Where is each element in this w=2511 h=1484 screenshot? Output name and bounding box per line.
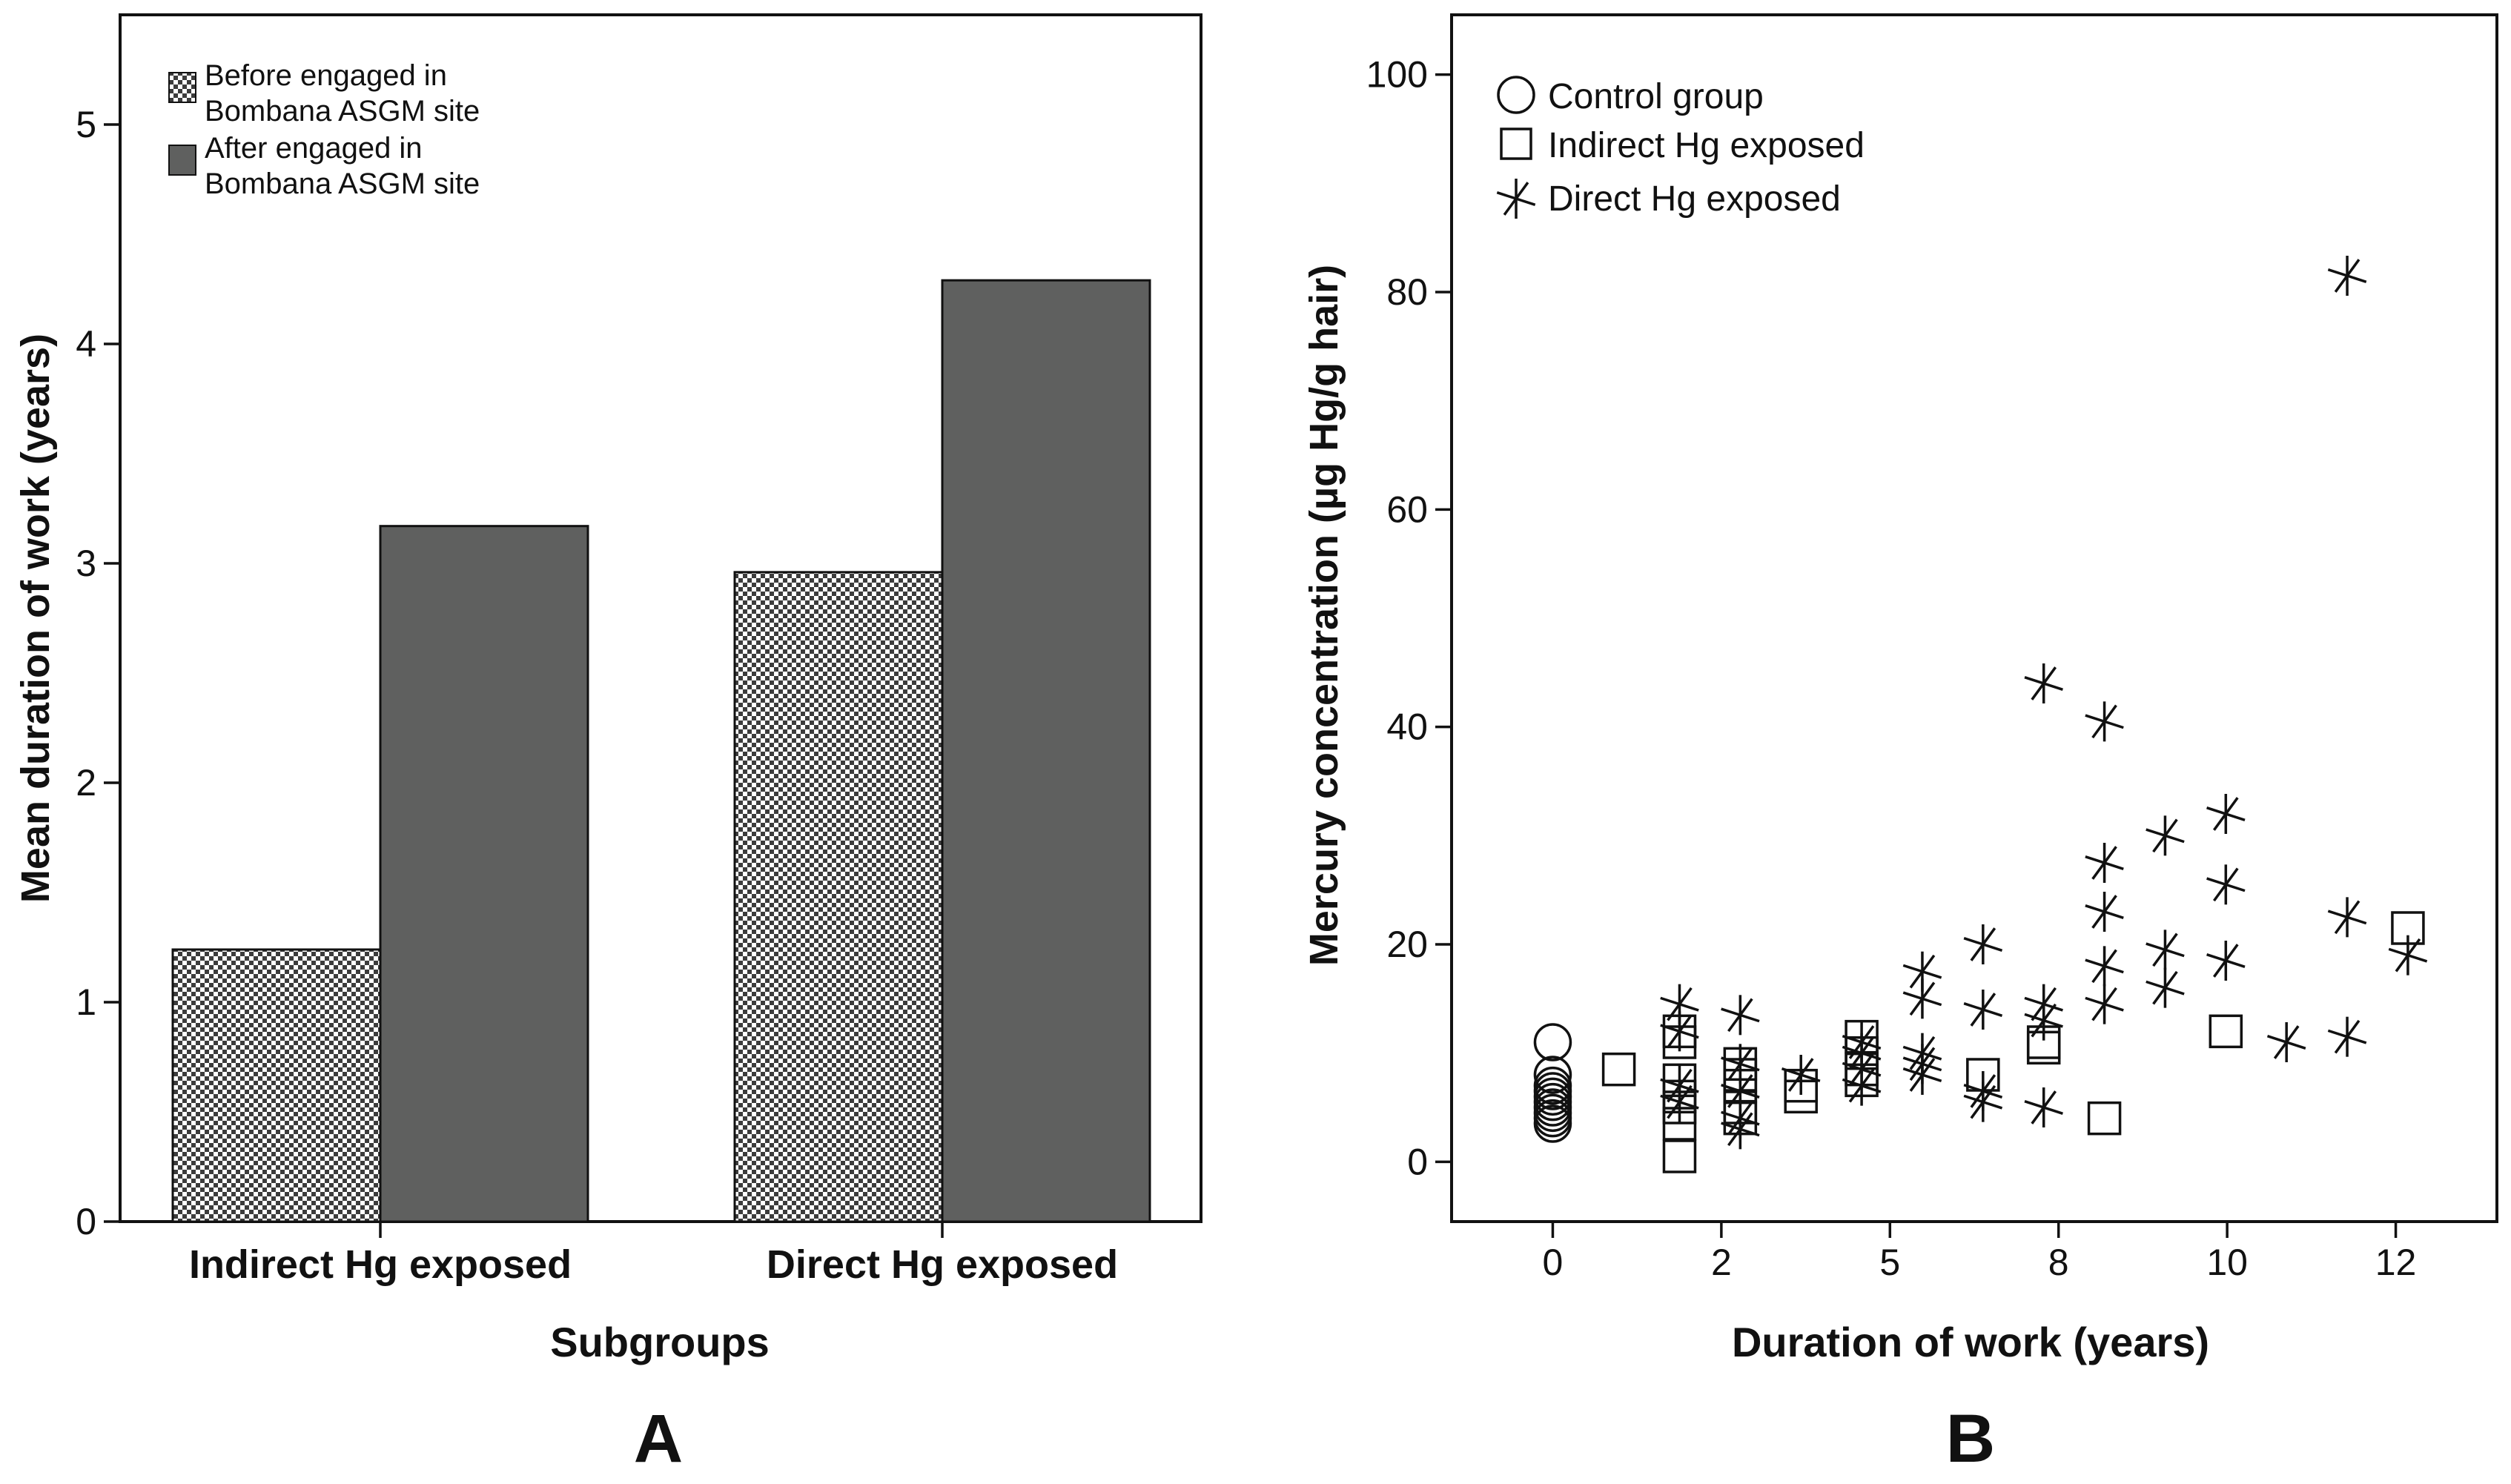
point-direct-hg-exposed bbox=[2146, 967, 2185, 1008]
legend-label-before-line1: Before engaged in bbox=[205, 59, 447, 92]
point-control-group bbox=[1533, 1072, 1572, 1110]
point-indirect-hg-exposed bbox=[1662, 1139, 1697, 1173]
panel-a-y-tick-label: 5 bbox=[76, 104, 96, 145]
point-direct-hg-exposed bbox=[2085, 701, 2124, 742]
panel-b-y-ticks: 0 20 40 60 80 100 bbox=[1366, 54, 1452, 1182]
point-direct-hg-exposed bbox=[2388, 935, 2428, 975]
point-direct-hg-exposed bbox=[2327, 256, 2367, 296]
point-direct-hg-exposed bbox=[1781, 1055, 1821, 1095]
point-indirect-hg-exposed bbox=[1601, 1052, 1636, 1087]
panel-a-bars bbox=[171, 279, 1151, 1223]
panel-b-x-tick-label: 5 bbox=[1879, 1242, 1900, 1283]
point-direct-hg-exposed bbox=[1963, 990, 2003, 1030]
panel-b-points bbox=[1533, 256, 2428, 1173]
panel-a-x-tick-label: Direct Hg exposed bbox=[767, 1242, 1118, 1287]
panel-b-plot-frame bbox=[1450, 13, 2498, 1223]
panel-b-x-axis-label: Duration of work (years) bbox=[1732, 1319, 2209, 1365]
legend-label-indirect: Indirect Hg exposed bbox=[1548, 126, 1865, 165]
point-direct-hg-exposed bbox=[1963, 1081, 2003, 1122]
panel-a-y-tick-label: 0 bbox=[76, 1201, 96, 1242]
panel-a-legend: Before engaged in Bombana ASGM site Afte… bbox=[168, 59, 480, 200]
legend-circle-marker bbox=[1497, 76, 1535, 114]
point-direct-hg-exposed bbox=[2085, 984, 2124, 1024]
panel-b-scatter-chart: 0 20 40 60 80 100 0 2 5 8 10 12 Control group Indi… bbox=[1302, 13, 2498, 1477]
point-indirect-hg-exposed bbox=[2087, 1101, 2122, 1136]
point-control-group bbox=[1533, 1023, 1572, 1061]
panel-b-x-tick-label: 10 bbox=[2206, 1242, 2248, 1283]
bar-indirect-hg-exposed-after bbox=[379, 525, 589, 1223]
panel-a-x-ticks: Indirect Hg exposed Direct Hg exposed bbox=[189, 1222, 1118, 1287]
point-direct-hg-exposed bbox=[2024, 663, 2063, 703]
point-direct-hg-exposed bbox=[2024, 1000, 2063, 1041]
legend-label-control: Control group bbox=[1548, 77, 1764, 116]
point-direct-hg-exposed bbox=[1842, 1065, 1882, 1106]
point-control-group bbox=[1533, 1056, 1572, 1094]
legend-star-marker bbox=[1496, 179, 1536, 219]
point-direct-hg-exposed bbox=[2085, 843, 2124, 883]
legend-label-after-line2: Bombana ASGM site bbox=[205, 168, 480, 200]
panel-b-y-tick-label: 0 bbox=[1407, 1141, 1428, 1182]
panel-a-x-axis-label: Subgroups bbox=[550, 1319, 770, 1365]
point-direct-hg-exposed bbox=[1660, 1081, 1699, 1122]
panel-a-y-tick-label: 1 bbox=[76, 981, 96, 1023]
panel-a-y-axis-label: Mean duration of work (years) bbox=[13, 334, 58, 903]
panel-b-y-tick-label: 60 bbox=[1386, 488, 1428, 530]
panel-a-bar-chart: 0 1 2 3 4 5 Indirect Hg exposed Direct Hg expo… bbox=[13, 13, 1202, 1477]
panel-b-legend: Control group Indirect Hg exposed Direct… bbox=[1496, 76, 1865, 219]
panel-b-y-tick-label: 20 bbox=[1386, 924, 1428, 965]
legend-swatch-after bbox=[168, 145, 196, 176]
point-direct-hg-exposed bbox=[2327, 1016, 2367, 1057]
point-direct-hg-exposed bbox=[2146, 930, 2185, 970]
panel-b-x-tick-label: 8 bbox=[2048, 1242, 2069, 1283]
legend-label-after-line1: After engaged in bbox=[205, 132, 423, 165]
point-direct-hg-exposed bbox=[2085, 892, 2124, 932]
bar-direct-hg-exposed-before bbox=[733, 571, 944, 1223]
bar-direct-hg-exposed-after bbox=[941, 279, 1151, 1223]
panel-a-x-tick-label: Indirect Hg exposed bbox=[189, 1242, 572, 1287]
panel-a-y-ticks: 0 1 2 3 4 5 bbox=[76, 104, 120, 1242]
point-direct-hg-exposed bbox=[1902, 1055, 1942, 1095]
point-direct-hg-exposed bbox=[2085, 946, 2124, 987]
legend-swatch-before bbox=[168, 72, 196, 103]
point-direct-hg-exposed bbox=[1660, 1011, 1699, 1052]
point-direct-hg-exposed bbox=[2327, 897, 2367, 938]
point-direct-hg-exposed bbox=[2146, 815, 2185, 856]
panel-b-y-tick-label: 80 bbox=[1386, 271, 1428, 313]
point-indirect-hg-exposed bbox=[2209, 1014, 2243, 1049]
point-control-group bbox=[1533, 1104, 1572, 1143]
point-direct-hg-exposed bbox=[1721, 995, 1760, 1036]
panel-a-plot-frame bbox=[119, 13, 1202, 1223]
panel-b-x-tick-label: 12 bbox=[2375, 1242, 2417, 1283]
point-direct-hg-exposed bbox=[2206, 794, 2246, 834]
panel-b-x-tick-label: 0 bbox=[1543, 1242, 1564, 1283]
panel-b-x-tick-label: 2 bbox=[1711, 1242, 1732, 1283]
point-direct-hg-exposed bbox=[2206, 941, 2246, 981]
panel-b-letter: B bbox=[1946, 1401, 1995, 1477]
panel-a-y-tick-label: 2 bbox=[76, 762, 96, 804]
panel-b-y-tick-label: 100 bbox=[1366, 54, 1428, 96]
point-direct-hg-exposed bbox=[2266, 1022, 2306, 1062]
legend-square-marker bbox=[1500, 127, 1532, 160]
panel-b-x-ticks: 0 2 5 8 10 12 bbox=[1543, 1222, 2417, 1283]
point-direct-hg-exposed bbox=[1902, 978, 1942, 1019]
bar-indirect-hg-exposed-before bbox=[171, 948, 382, 1223]
panel-a-letter: A bbox=[634, 1401, 683, 1477]
legend-label-before-line2: Bombana ASGM site bbox=[205, 95, 480, 127]
point-direct-hg-exposed bbox=[1963, 924, 2003, 964]
panel-b-y-axis-label: Mercury concentration (µg Hg/g hair) bbox=[1302, 265, 1346, 966]
panel-b-y-tick-label: 40 bbox=[1386, 706, 1428, 748]
point-direct-hg-exposed bbox=[1721, 1109, 1760, 1150]
legend-label-direct: Direct Hg exposed bbox=[1548, 179, 1841, 219]
panel-a-y-tick-label: 3 bbox=[76, 543, 96, 584]
panel-a-y-tick-label: 4 bbox=[76, 323, 96, 365]
point-direct-hg-exposed bbox=[2024, 1087, 2063, 1127]
point-direct-hg-exposed bbox=[2206, 864, 2246, 905]
